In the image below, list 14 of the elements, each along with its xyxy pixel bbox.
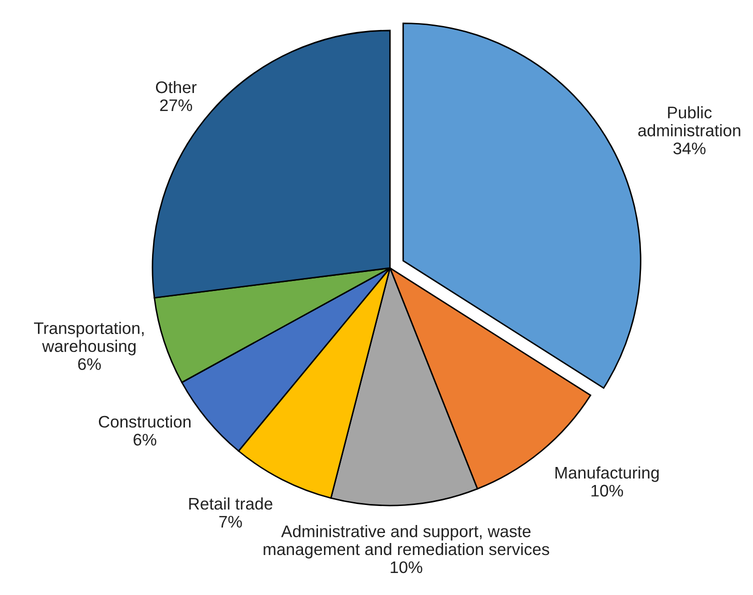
slice-label: Retail trade [189,497,272,510]
data-label: 6% [134,434,156,446]
slice-label: Public administration [638,106,740,136]
slice-label: Other [156,80,197,94]
slice-label: Construction [98,415,191,428]
data-label: 27% [160,99,192,112]
data-label: 34% [673,142,706,154]
slice-label: Manufacturing [556,466,659,482]
data-label: 10% [592,484,624,497]
data-label: 6% [78,358,101,370]
data-label: 10% [390,561,422,574]
slice-label: Administrative and support, waste management and remediation services [264,524,550,558]
data-label: 7% [219,516,242,528]
slice-label: Transportation, warehousing [34,322,144,356]
